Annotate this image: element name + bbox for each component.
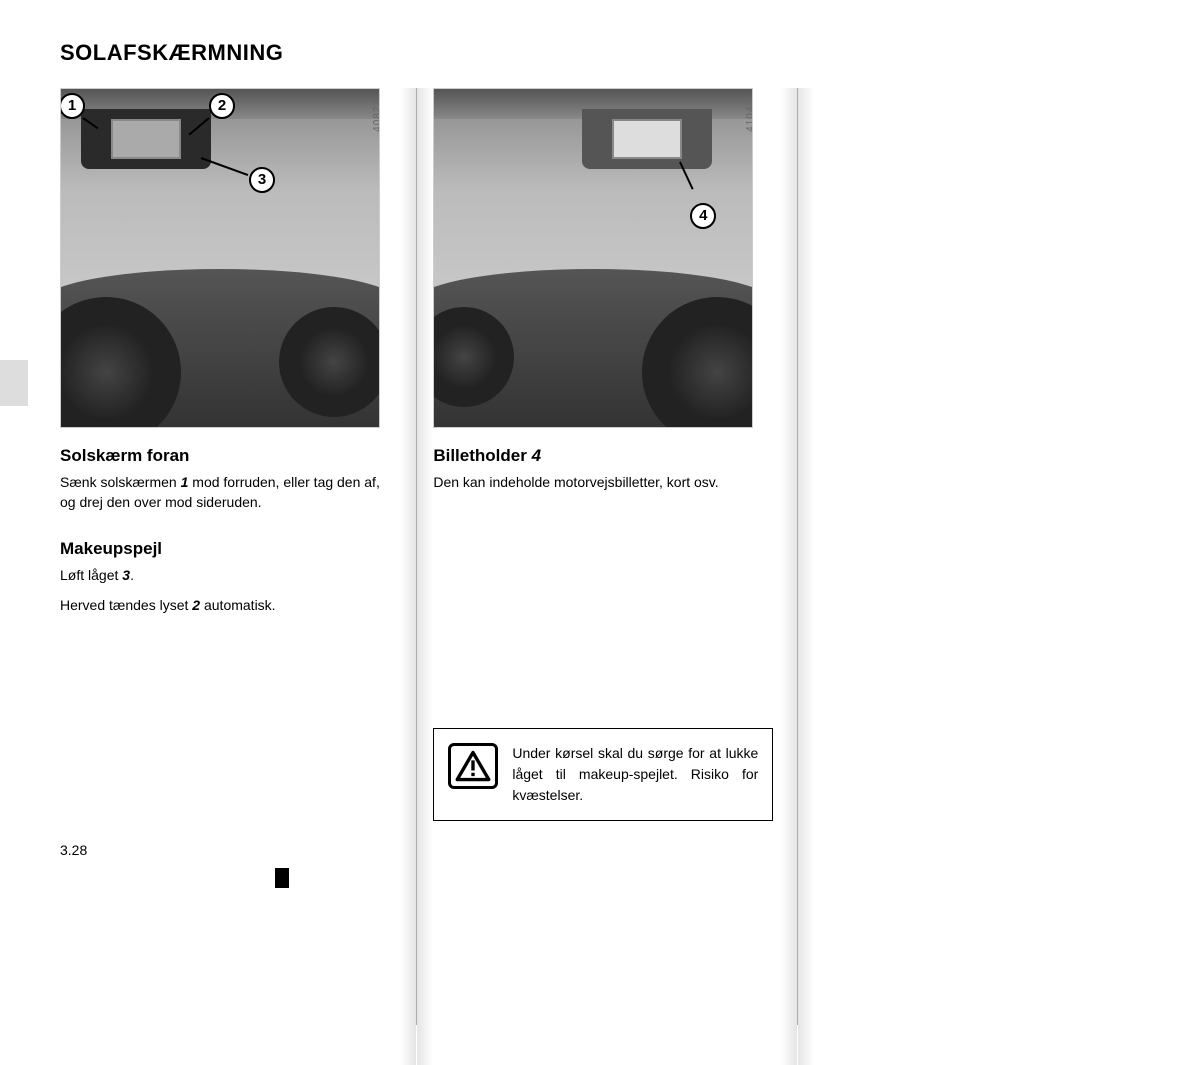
- callout-1: 1: [60, 93, 85, 119]
- warning-icon: [448, 743, 498, 789]
- heading-solskaerm: Solskærm foran: [60, 446, 393, 466]
- text-makeup-1: Løft låget 3.: [60, 565, 393, 585]
- crop-mark: [275, 868, 289, 888]
- text: automatisk.: [200, 597, 275, 613]
- callout-3: 3: [249, 167, 275, 193]
- figure-code: 40823: [372, 99, 380, 132]
- figure-code: 41047: [745, 99, 753, 132]
- text: Løft låget: [60, 567, 122, 583]
- text-billetholder: Den kan indeholde motorvejsbilletter, ko…: [433, 472, 766, 492]
- heading-makeupspejl: Makeupspejl: [60, 539, 393, 559]
- heading-billetholder: Billetholder 4: [433, 446, 766, 466]
- column-shade: [781, 88, 797, 1065]
- text-makeup-2: Herved tændes lyset 2 automatisk.: [60, 595, 393, 615]
- column-divider: [416, 88, 417, 1025]
- column-left: 40823 1 2 3 Solskærm foran Sænk solskærm…: [60, 88, 393, 625]
- ref-4: 4: [532, 446, 541, 465]
- page-title: SOLAFSKÆRMNING: [60, 40, 1140, 66]
- callout-4: 4: [690, 203, 716, 229]
- figure-right: 41047 4: [433, 88, 753, 428]
- ref-2: 2: [192, 597, 200, 613]
- column-shade: [400, 88, 416, 1065]
- column-right: [807, 88, 1140, 625]
- text-solskaerm: Sænk solskærmen 1 mod forruden, eller ta…: [60, 472, 393, 513]
- warning-box: Under kørsel skal du sørge for at lukke …: [433, 728, 773, 821]
- figure-left: 40823 1 2 3: [60, 88, 380, 428]
- text: Sænk solskærmen: [60, 474, 181, 490]
- columns: 40823 1 2 3 Solskærm foran Sænk solskærm…: [60, 88, 1140, 625]
- page-number: 3.28: [60, 842, 87, 858]
- warning-text: Under kørsel skal du sørge for at lukke …: [512, 743, 758, 806]
- ref-3: 3: [122, 567, 130, 583]
- column-divider: [797, 88, 798, 1025]
- callout-2: 2: [209, 93, 235, 119]
- manual-page: SOLAFSKÆRMNING 40823 1 2 3 So: [0, 0, 1200, 888]
- column-middle: 41047 4 Billetholder 4 Den kan indeholde…: [433, 88, 766, 625]
- column-shade: [417, 88, 433, 1065]
- text: .: [130, 567, 134, 583]
- text: Billetholder: [433, 446, 531, 465]
- text: Herved tændes lyset: [60, 597, 192, 613]
